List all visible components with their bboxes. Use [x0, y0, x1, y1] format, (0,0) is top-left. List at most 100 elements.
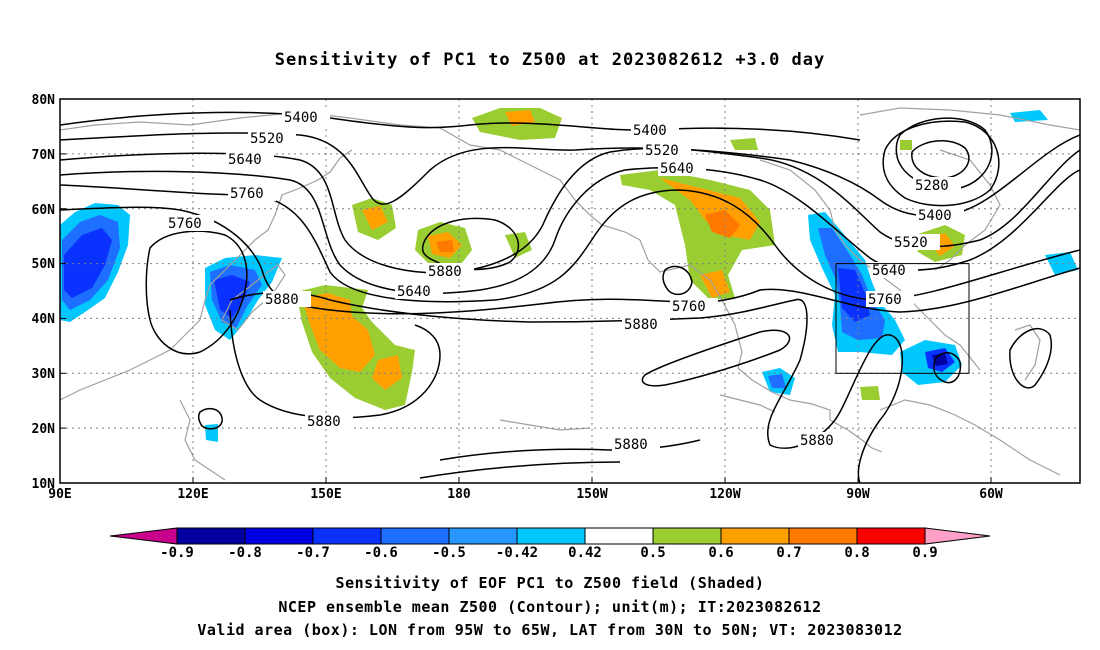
colorbar-labels: -0.9 -0.8 -0.7 -0.6 -0.5 -0.42 0.42 0.5 … [160, 545, 938, 561]
contour-line [421, 217, 520, 271]
contour-label: 5400 [918, 208, 952, 224]
contour-line [60, 206, 1080, 315]
shade-region [860, 386, 880, 400]
colorbar-label: -0.5 [432, 545, 466, 561]
shade-region [838, 268, 870, 322]
shade-region [214, 275, 250, 318]
footer-line-1: Sensitivity of EOF PC1 to Z500 field (Sh… [335, 574, 765, 592]
contour-label: 5760 [230, 186, 264, 202]
lat-label: 40N [32, 312, 56, 327]
contour-label: 5880 [428, 264, 462, 280]
lat-label: 80N [32, 93, 56, 108]
contour-label: 5880 [265, 292, 299, 308]
colorbar-label: 0.6 [708, 545, 733, 561]
contour-label: 5400 [633, 123, 667, 139]
colorbar-cell [584, 527, 654, 545]
colorbar-label: 0.42 [568, 545, 602, 561]
contour-label: 5400 [284, 110, 318, 126]
colorbar-cell [448, 527, 518, 545]
contour-line [911, 140, 970, 179]
colorbar-cell [720, 527, 790, 545]
colorbar-cell [516, 527, 586, 545]
lon-label: 120W [709, 487, 740, 502]
contour-label: 5880 [614, 437, 648, 453]
shade-region [362, 206, 388, 230]
footer-line-3: Valid area (box): LON from 95W to 65W, L… [197, 621, 903, 639]
contour-label: 5640 [397, 284, 431, 300]
colorbar-label: 0.9 [912, 545, 937, 561]
contour-label: 5640 [228, 152, 262, 168]
colorbar-cell [176, 527, 246, 545]
contour-labels: 5400 5520 5640 5760 5760 5880 5880 5400 … [166, 109, 964, 453]
contour-label: 5640 [660, 161, 694, 177]
contour-label: 5760 [168, 216, 202, 232]
colorbar-cell [652, 527, 722, 545]
contour-line [419, 461, 621, 479]
contour-label: 5520 [250, 131, 284, 147]
contour-label: 5760 [868, 292, 902, 308]
footer-line-2: NCEP ensemble mean Z500 (Contour); unit(… [278, 598, 822, 616]
colorbar-cell [312, 527, 382, 545]
coastline [60, 149, 353, 401]
plot-title: Sensitivity of PC1 to Z500 at 2023082612… [274, 50, 826, 70]
contour-label: 5280 [915, 178, 949, 194]
latitude-labels: 80N 70N 60N 50N 40N 30N 20N 10N [32, 93, 56, 492]
contour-line [895, 117, 993, 190]
lon-label: 60W [979, 487, 1003, 502]
lon-label: 90E [48, 487, 71, 502]
contour-label: 5880 [624, 317, 658, 333]
contour-line [439, 439, 701, 461]
lon-label: 180 [447, 487, 471, 502]
colorbar-cells [109, 527, 991, 545]
contour-line [145, 230, 248, 355]
colorbar-low-arrow [109, 527, 178, 545]
contour-line [1009, 328, 1052, 389]
lat-label: 50N [32, 257, 56, 272]
axis-ticks [60, 98, 992, 483]
lat-label: 30N [32, 367, 56, 382]
colorbar-high-arrow [924, 527, 991, 545]
contour-line [60, 111, 861, 141]
shade-region [730, 138, 758, 150]
shade-region [372, 355, 402, 390]
colorbar-cell [856, 527, 926, 545]
contour-line [882, 120, 1000, 207]
shaded-sensitivity-regions [60, 108, 1078, 442]
colorbar-label: 0.8 [844, 545, 869, 561]
lat-label: 60N [32, 203, 56, 218]
colorbar-label: -0.8 [228, 545, 262, 561]
map-frame [59, 98, 1081, 484]
valid-area-box [835, 263, 970, 374]
contour-label: 5760 [672, 299, 706, 315]
colorbar-label: -0.9 [160, 545, 194, 561]
shade-region [436, 240, 454, 252]
map-plot-area: 5400 5520 5640 5760 5760 5880 5880 5400 … [60, 99, 1080, 483]
lon-label: 150E [310, 487, 341, 502]
lat-label: 10N [32, 477, 56, 492]
shade-region [700, 270, 730, 298]
colorbar-label: -0.42 [496, 545, 538, 561]
shade-region [302, 293, 375, 372]
coastline [719, 394, 776, 413]
shade-region [505, 110, 535, 126]
contour-line [641, 329, 791, 387]
contour-label: 5520 [894, 235, 928, 251]
shade-region [900, 140, 912, 150]
coastline [221, 264, 286, 331]
colorbar-cell [244, 527, 314, 545]
coastline [829, 419, 883, 453]
coastline [1014, 324, 1041, 381]
shade-region [705, 210, 740, 238]
contour-label: 5880 [307, 414, 341, 430]
contour-line [662, 265, 693, 296]
shade-region [205, 424, 218, 442]
colorbar-label: -0.6 [364, 545, 398, 561]
contour-label: 5520 [645, 143, 679, 159]
colorbar-cell [788, 527, 858, 545]
shade-region [768, 374, 786, 388]
lat-label: 70N [32, 148, 56, 163]
contour-line [60, 184, 1080, 303]
coastline [934, 149, 1001, 271]
longitude-labels: 90E 120E 150E 180 150W 120W 90W 60W [48, 487, 1003, 502]
coastline [179, 399, 226, 481]
